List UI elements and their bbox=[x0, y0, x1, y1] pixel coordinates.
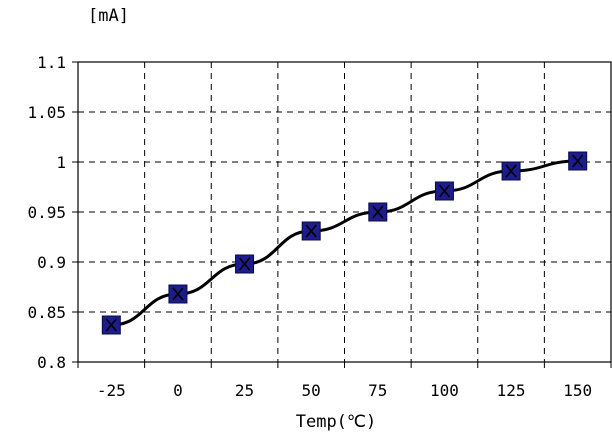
x-tick-label: 150 bbox=[563, 381, 592, 400]
x-axis-title: Temp(℃) bbox=[295, 412, 377, 432]
y-unit-label: [mA] bbox=[88, 6, 129, 26]
y-tick-label: 1.05 bbox=[27, 103, 66, 122]
y-tick-label: 0.95 bbox=[27, 203, 66, 222]
y-tick-label: 0.85 bbox=[27, 303, 66, 322]
x-tick-label: 75 bbox=[368, 381, 387, 400]
data-point-x bbox=[572, 154, 584, 168]
x-axis-title-wrap: Temp(℃) bbox=[0, 412, 612, 432]
x-tick-label: -25 bbox=[97, 381, 126, 400]
data-point-x bbox=[438, 184, 451, 198]
x-tick-label: 125 bbox=[497, 381, 526, 400]
data-point-x bbox=[172, 287, 184, 301]
y-tick-label: 0.8 bbox=[37, 353, 66, 372]
x-tick-label: 25 bbox=[235, 381, 254, 400]
y-tick-label: 1.1 bbox=[37, 53, 66, 72]
x-tick-label: 50 bbox=[302, 381, 321, 400]
data-point-x bbox=[305, 224, 317, 238]
y-tick-label: 0.9 bbox=[37, 253, 66, 272]
data-point-x bbox=[505, 164, 517, 178]
x-tick-label: 0 bbox=[173, 381, 183, 400]
data-point-x bbox=[372, 205, 384, 219]
y-tick-label: 1 bbox=[56, 153, 66, 172]
data-point-x bbox=[105, 318, 117, 332]
x-tick-label: 100 bbox=[430, 381, 459, 400]
data-point-x bbox=[238, 257, 251, 271]
